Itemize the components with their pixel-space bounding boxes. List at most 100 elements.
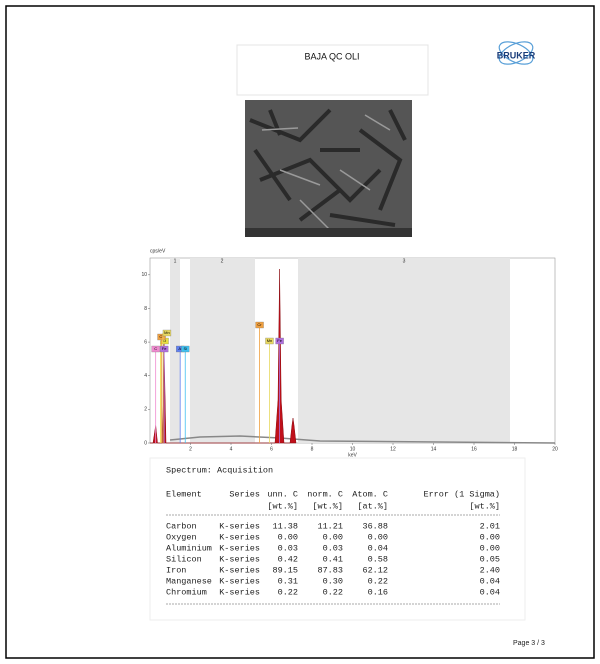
table-cell: 0.30 [323,576,343,586]
column-unit: [wt.%] [312,501,343,511]
y-tick-label: 6 [144,339,147,345]
x-tick-label: 2 [189,446,192,452]
column-header: unn. C [267,489,298,499]
table-cell: 87.83 [317,565,343,575]
element-tag [255,321,264,329]
column-unit: [wt.%] [469,501,500,511]
table-cell: Aluminium [166,543,212,553]
element-label: Mn [164,330,170,335]
x-tick-label: 12 [390,446,396,452]
element-label: Mn [267,338,273,343]
table-cell: K-series [219,543,260,553]
region-label: 1 [174,258,177,264]
table-cell: K-series [219,587,260,597]
element-label: C [154,346,157,351]
element-tag [160,345,169,353]
micrograph [245,100,412,237]
element-tag [151,345,160,353]
table-cell: 36.88 [362,521,388,531]
table-cell: 0.03 [278,543,298,553]
table-cell: 89.15 [272,565,298,575]
table-cell: 2.01 [480,521,500,531]
element-tag [275,337,284,345]
spectrum [149,257,556,444]
table-cell: Silicon [166,554,202,564]
table-cell: 0.58 [368,554,388,564]
table-cell: Oxygen [166,532,197,542]
table-cell: 0.05 [480,554,500,564]
table-cell: K-series [219,565,260,575]
y-tick-label: 4 [144,373,147,379]
element-tag [157,333,166,341]
table-cell: 0.41 [323,554,343,564]
table-cell: Carbon [166,521,197,531]
table-cell: 0.00 [480,543,500,553]
element-tag [181,345,190,353]
x-axis-label: keV [348,452,357,458]
table-cell: K-series [219,554,260,564]
table-cell: 11.21 [317,521,343,531]
table-cell: 0.00 [480,532,500,542]
region-label: 2 [221,258,224,264]
table-cell: 0.00 [323,532,343,542]
table-cell: 0.22 [323,587,343,597]
element-label: Si [183,346,187,351]
table-cell: Iron [166,565,186,575]
x-tick-label: 4 [230,446,233,452]
column-header: Series [229,489,260,499]
element-label: O [163,338,166,343]
x-tick-label: 8 [311,446,314,452]
logo: BRUKER [497,41,536,65]
y-tick-label: 8 [144,306,147,312]
table-cell: Chromium [166,587,207,597]
table-title: Spectrum: Acquisition [166,465,273,475]
table-cell: K-series [219,532,260,542]
table-cell: 2.40 [480,565,500,575]
element-label: Cr [159,334,164,339]
report-title: BAJA QC OLI [304,51,359,61]
y-tick-label: 2 [144,407,147,413]
logo-text: BRUKER [497,50,536,60]
table-cell: 62.12 [362,565,388,575]
element-label: Fe [162,346,167,351]
table-cell: 0.22 [278,587,298,597]
title-box [236,44,429,96]
column-header: Error (1 Sigma) [423,489,500,499]
table-cell: 0.00 [368,532,388,542]
table-cell: 0.22 [368,576,388,586]
table-cell: 0.16 [368,587,388,597]
x-tick-label: 6 [270,446,273,452]
column-header: Element [166,489,202,499]
x-tick-label: 16 [471,446,477,452]
x-tick-label: 10 [350,446,356,452]
table-cell: 0.31 [278,576,298,586]
table-cell: 0.03 [323,543,343,553]
x-tick-label: 14 [431,446,437,452]
element-tag [265,337,274,345]
column-unit: [at.%] [357,501,388,511]
element-label: Cr [257,322,262,327]
table-cell: K-series [219,576,260,586]
y-tick-label: 10 [141,272,147,278]
table-cell: K-series [219,521,260,531]
table-cell: Manganese [166,576,212,586]
page-number: Page 3 / 3 [513,640,545,647]
column-header: norm. C [307,489,343,499]
table-cell: 0.04 [480,576,500,586]
x-tick-label: 20 [552,446,558,452]
table-cell: 0.04 [368,543,388,553]
x-tick-label: 18 [512,446,518,452]
table-cell: 0.42 [278,554,298,564]
table-cell: 0.00 [278,532,298,542]
region-label: 3 [403,258,406,264]
y-axis-label: cps/eV [150,248,166,254]
element-tag [162,329,172,337]
table-cell: 0.04 [480,587,500,597]
table-cell: 11.38 [272,521,298,531]
column-header: Atom. C [352,489,388,499]
y-tick-label: 0 [144,440,147,446]
table-box [149,457,526,621]
column-unit: [wt.%] [267,501,298,511]
